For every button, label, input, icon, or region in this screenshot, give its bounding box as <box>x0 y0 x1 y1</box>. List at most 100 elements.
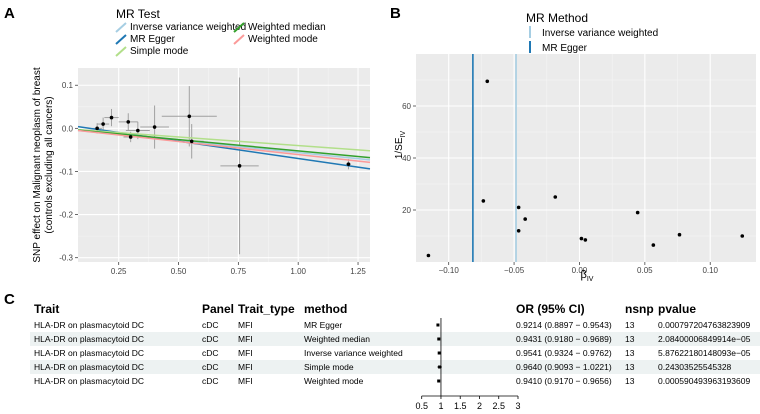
panel-a-y-tick-label: 0.0 <box>62 124 74 133</box>
table-cell-nsnp: 13 <box>625 334 635 344</box>
panel-a-y-ticks: 0.1 0.0 -0.1 -0.2 -0.3 <box>59 81 78 263</box>
panel-b-x-tick-label: 0.05 <box>637 266 653 275</box>
panel-b-point <box>426 253 431 258</box>
panel-a-point <box>189 139 194 144</box>
panel-b-y-axis-label: 1/SEIV <box>394 131 407 160</box>
panel-a-point <box>128 135 133 139</box>
table-cell-pvalue: 0.000797204763823909 <box>658 320 750 330</box>
table-cell-trait: HLA-DR on plasmacytoid DC <box>34 376 144 386</box>
panel-a-point <box>237 164 242 168</box>
panel-a-x-tick-label: 0.75 <box>231 267 247 276</box>
table-cell-nsnp: 13 <box>625 362 635 372</box>
panel-b-point <box>677 232 682 237</box>
forest-x-tick-label: 1 <box>438 401 443 411</box>
panel-b-y-tick-label: 40 <box>402 154 411 163</box>
table-cell-trait-type: MFI <box>238 376 253 386</box>
panel-b-x-axis-label: βIV <box>581 269 594 283</box>
panel-label-b: B <box>390 5 401 22</box>
table-cell-method: Weighted mode <box>304 376 364 386</box>
forest-estimate-marker <box>437 379 441 383</box>
panel-b-legend: MR Method Inverse variance weighted MR Eg… <box>526 11 658 54</box>
panel-label-a: A <box>4 5 15 22</box>
forest-x-tick-label: 2 <box>477 401 482 411</box>
table-header-cell: Panel <box>202 302 234 316</box>
table-cell-trait: HLA-DR on plasmacytoid DC <box>34 334 144 344</box>
panel-b-point <box>485 79 490 84</box>
panel-a-y-axis-label-line1: SNP effect on Malignant neoplasm of brea… <box>32 67 43 263</box>
panel-b-point <box>651 243 656 247</box>
table-cell-method: Weighted median <box>304 334 370 344</box>
table-cell-nsnp: 13 <box>625 320 635 330</box>
panel-b-point <box>635 210 640 215</box>
forest-estimate-marker <box>437 337 441 341</box>
table-cell-panel: cDC <box>202 362 219 372</box>
table-header-cell: nsnp <box>625 302 654 316</box>
table-row-band <box>30 332 760 346</box>
table-cell-trait: HLA-DR on plasmacytoid DC <box>34 320 144 330</box>
panel-b-point <box>516 205 521 210</box>
table-cell-pvalue: 2.08400006849914e−05 <box>658 334 751 344</box>
table-cell-trait-type: MFI <box>238 320 253 330</box>
table-cell-panel: cDC <box>202 348 219 358</box>
forest-x-tick-label: 2.5 <box>492 401 505 411</box>
table-cell-trait-type: MFI <box>238 348 253 358</box>
panel-a-point <box>346 162 351 166</box>
panel-b-y-tick-label: 20 <box>402 206 411 215</box>
table-row: HLA-DR on plasmacytoid DC cDC MFI Simple mo… <box>34 362 732 372</box>
panel-a-regression-line <box>77 129 371 164</box>
table-header-cell: Trait_type <box>238 302 295 316</box>
panel-b-point <box>553 195 558 199</box>
panel-a-point <box>187 114 192 119</box>
panel-b-point <box>523 217 527 221</box>
panel-b-point <box>516 229 521 233</box>
panel-a-x-tick-label: 1.00 <box>290 267 306 276</box>
table-cell-panel: cDC <box>202 376 219 386</box>
table-cell-trait: HLA-DR on plasmacytoid DC <box>34 362 144 372</box>
panel-a-regression-line <box>77 128 371 152</box>
panel-a-legend-key <box>115 22 127 33</box>
table-cell-or-ci: 0.9541 (0.9324 − 0.9762) <box>516 348 612 358</box>
panel-a-point <box>95 126 99 131</box>
panel-a-legend-label: MR Egger <box>130 34 176 45</box>
panel-a-chart: 0.25 0.50 0.75 1.00 1.25 0.10.0-0.1-0.2-0.3 … <box>32 7 371 276</box>
panel-b-points <box>426 79 745 258</box>
panel-b-point <box>740 234 745 238</box>
panel-a-legend-title: MR Test <box>116 7 160 21</box>
panel-a-point <box>101 122 105 126</box>
table-header-cell: pvalue <box>658 302 696 316</box>
panel-a-point <box>109 115 114 120</box>
table-row: HLA-DR on plasmacytoid DC cDC MFI MR Egger 0… <box>34 320 750 330</box>
panel-b-y-axis-label-main: 1/SE <box>394 137 405 159</box>
panel-b-x-tick-label: −0.10 <box>439 266 460 275</box>
panel-a-point <box>152 125 157 129</box>
table-cell-panel: cDC <box>202 334 219 344</box>
panel-b-legend-title: MR Method <box>526 11 588 25</box>
table-cell-method: MR Egger <box>304 320 342 330</box>
table-cell-method: Simple mode <box>304 362 354 372</box>
panel-b-legend-label: Inverse variance weighted <box>542 28 658 39</box>
panel-a-x-ticks: 0.25 0.50 0.75 1.00 1.25 <box>111 262 366 276</box>
forest-x-tick-label: 1.5 <box>454 401 467 411</box>
panel-b-y-axis-label-sub: IV <box>400 131 407 138</box>
table-cell-pvalue: 0.24303525545328 <box>658 362 732 372</box>
table-cell-pvalue: 5.87622180148093e−05 <box>658 348 751 358</box>
panel-b-point <box>481 199 486 203</box>
table-header-cell: Trait <box>34 302 59 316</box>
forest-x-tick-label: 3 <box>515 401 520 411</box>
table-row: HLA-DR on plasmacytoid DC cDC MFI Inverse v… <box>34 348 751 358</box>
forest-estimate-marker <box>437 351 441 355</box>
panel-b-estimate-lines <box>472 54 517 262</box>
table-cell-or-ci: 0.9410 (0.9170 − 0.9656) <box>516 376 612 386</box>
table-cell-nsnp: 13 <box>625 348 635 358</box>
panel-b-x-tick-label: 0.10 <box>702 266 718 275</box>
panel-b-point <box>583 238 588 242</box>
panel-a-point <box>136 128 140 133</box>
panel-a-plot-background <box>78 68 370 262</box>
table-cell-trait: HLA-DR on plasmacytoid DC <box>34 348 144 358</box>
panel-a-legend-key <box>233 22 245 33</box>
panel-a-x-tick-label: 0.50 <box>171 267 187 276</box>
panel-b-x-tick-label: −0.05 <box>504 266 525 275</box>
panel-a-y-tick-label: 0.1 <box>62 81 74 90</box>
